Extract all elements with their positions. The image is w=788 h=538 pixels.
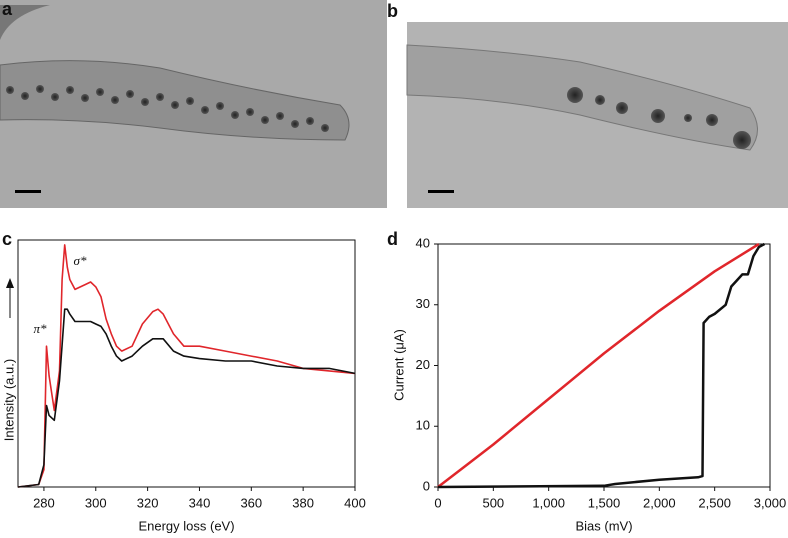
series-line <box>17 308 356 488</box>
x-tick-label: 0 <box>434 495 441 510</box>
x-tick-label: 500 <box>482 495 504 510</box>
plot-frame <box>17 239 356 488</box>
x-tick-label: 2,500 <box>698 495 731 510</box>
panel-label: b <box>387 1 398 21</box>
intensity-arrow <box>6 278 14 318</box>
y-tick-label: 40 <box>416 235 430 250</box>
annotation: π* <box>33 321 47 336</box>
x-tick-label: 400 <box>344 495 366 510</box>
panel-label: a <box>2 0 13 19</box>
x-tick-label: 3,000 <box>754 495 787 510</box>
panel-label: c <box>2 229 12 249</box>
scale-bar <box>15 190 41 193</box>
tube-fragment <box>0 5 50 40</box>
x-tick-label: 2,000 <box>643 495 676 510</box>
nanoparticles <box>567 87 751 149</box>
y-tick-label: 0 <box>423 478 430 493</box>
tem-image-b <box>406 22 788 208</box>
y-tick-label: 30 <box>416 296 430 311</box>
panel-label: d <box>387 229 398 249</box>
series-line <box>437 242 766 489</box>
annotation: σ* <box>74 253 87 268</box>
x-axis-label: Bias (mV) <box>575 518 632 533</box>
x-tick-label: 380 <box>292 495 314 510</box>
series-line <box>437 242 760 488</box>
x-tick-label: 360 <box>240 495 262 510</box>
x-tick-label: 1,500 <box>588 495 621 510</box>
y-axis-label: Current (μA) <box>391 329 406 401</box>
x-tick-label: 300 <box>85 495 107 510</box>
x-axis-label: Energy loss (eV) <box>138 518 234 533</box>
y-tick-label: 20 <box>416 357 430 372</box>
tem-image-a <box>0 0 387 208</box>
plot-frame <box>437 243 771 488</box>
scale-bar <box>428 190 454 193</box>
x-tick-label: 280 <box>33 495 55 510</box>
y-axis-label: Intensity (a.u.) <box>1 359 16 441</box>
nanoparticles <box>6 85 329 132</box>
y-tick-label: 10 <box>416 418 430 433</box>
x-tick-label: 320 <box>137 495 159 510</box>
series-line <box>17 244 356 488</box>
arrow-head <box>6 278 14 288</box>
x-tick-label: 1,000 <box>532 495 565 510</box>
x-tick-label: 340 <box>189 495 211 510</box>
